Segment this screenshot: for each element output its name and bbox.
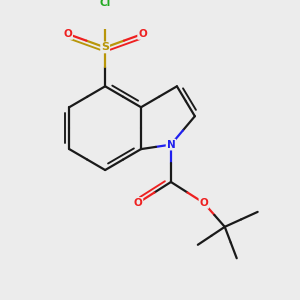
Text: N: N (167, 140, 175, 150)
Text: O: O (138, 29, 147, 39)
Text: Cl: Cl (100, 0, 111, 8)
Text: O: O (134, 198, 142, 208)
Text: S: S (101, 42, 109, 52)
Text: O: O (63, 29, 72, 39)
Text: O: O (200, 198, 208, 208)
